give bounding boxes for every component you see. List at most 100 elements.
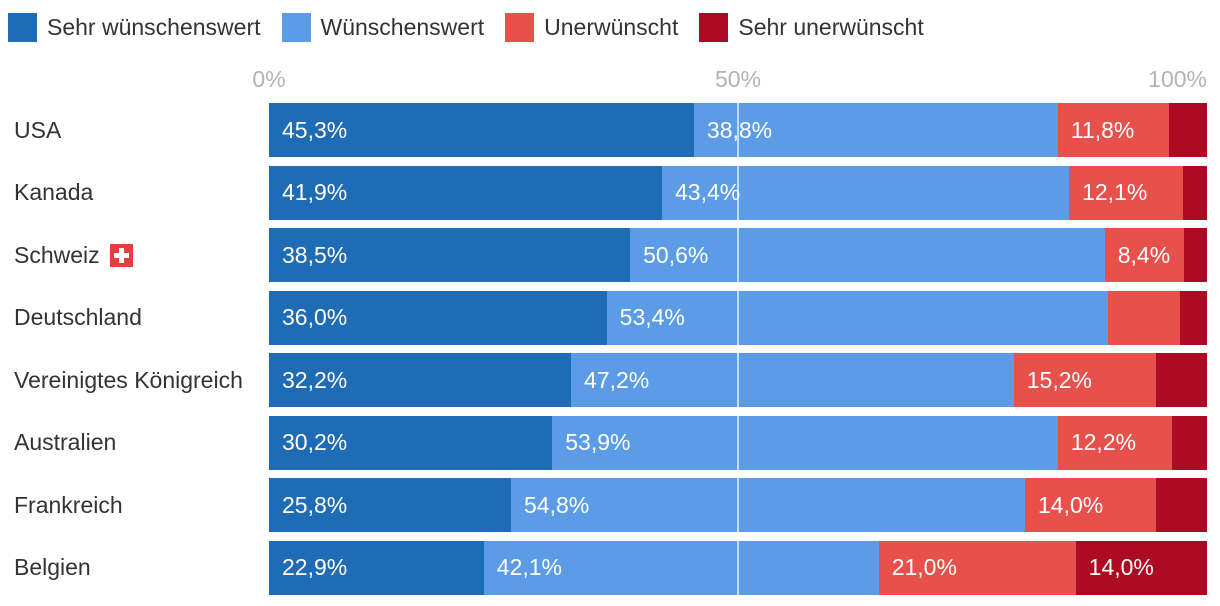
bar-segment: 47,2% — [571, 353, 1014, 408]
legend-item-label: Sehr unerwünscht — [738, 14, 924, 40]
bar-value-label: 38,8% — [706, 116, 773, 143]
bar-value-label: 45,3% — [282, 116, 348, 143]
bar-segment: 25,8% — [269, 478, 511, 533]
chart-rows: USA 45,3% 38,8% 11,8% Kanada 41,9% 43,4% 12,1% S… — [0, 99, 1220, 599]
row-bars: 36,0% 53,4% — [269, 290, 1207, 345]
bar-value-label: 12,1% — [1082, 179, 1148, 206]
bar-segment: 42,1% — [483, 540, 879, 595]
bar-value-label: 22,9% — [282, 554, 348, 581]
bar-segment: 15,2% — [1013, 353, 1157, 408]
row-label: Vereinigtes Königreich — [0, 367, 269, 394]
bar-value-label: 38,5% — [282, 241, 348, 268]
legend-swatch-icon — [281, 13, 311, 42]
legend-item-1: Sehr wünschenswert — [8, 13, 261, 42]
chart-row-3: Schweiz 38,5% 50,6% 8,4% — [0, 224, 1207, 287]
chart-row-8: Belgien 22,9% 42,1% 21,0% 14,0% — [0, 537, 1207, 600]
bar-segment — [1182, 165, 1207, 220]
x-axis-tick-0: 0% — [252, 66, 286, 92]
legend-item-label: Wünschenswert — [320, 14, 485, 40]
bar-value-label: 42,1% — [496, 554, 563, 581]
bar-segment: 41,9% — [269, 165, 663, 220]
row-label-text: Kanada — [14, 179, 94, 206]
row-label-text: USA — [14, 116, 62, 143]
row-label: Frankreich — [0, 492, 269, 519]
row-label: Australien — [0, 429, 269, 456]
bar-segment: 43,4% — [662, 165, 1070, 220]
bar-segment — [1183, 228, 1207, 283]
chart-row-4: Deutschland 36,0% 53,4% — [0, 287, 1207, 350]
bar-segment: 38,8% — [693, 103, 1058, 158]
bar-segment: 8,4% — [1104, 228, 1184, 283]
chart-row-1: USA 45,3% 38,8% 11,8% — [0, 99, 1207, 162]
row-label-text: Frankreich — [14, 491, 123, 518]
bar-value-label: 41,9% — [282, 179, 348, 206]
bar-segment — [1156, 353, 1207, 408]
bar-value-label: 25,8% — [282, 491, 348, 518]
row-label-text: Australien — [14, 429, 117, 456]
legend-swatch-icon — [505, 13, 535, 42]
bar-value-label: 21,0% — [891, 554, 957, 581]
bar-value-label: 54,8% — [524, 491, 590, 518]
bar-segment: 14,0% — [1075, 540, 1207, 595]
chart-row-6: Australien 30,2% 53,9% 12,2% — [0, 412, 1207, 475]
bar-segment: 45,3% — [269, 103, 694, 158]
legend-item-3: Unerwünscht — [505, 13, 678, 42]
row-bars: 45,3% 38,8% 11,8% — [269, 103, 1207, 158]
legend-item-4: Sehr unerwünscht — [699, 13, 924, 42]
bar-value-label: 15,2% — [1026, 366, 1092, 393]
bar-segment: 32,2% — [269, 353, 572, 408]
bar-segment: 30,2% — [269, 415, 553, 470]
legend: Sehr wünschenswert Wünschenswert Unerwünsc… — [8, 13, 924, 42]
chart-row-5: Vereinigtes Königreich 32,2% 47,2% 15,2% — [0, 349, 1207, 412]
legend-swatch-icon — [8, 13, 37, 42]
bar-value-label: 43,4% — [675, 179, 741, 206]
row-bars: 22,9% 42,1% 21,0% 14,0% — [269, 540, 1207, 595]
row-label: Belgien — [0, 554, 269, 581]
bar-segment — [1179, 290, 1207, 345]
bar-segment: 21,0% — [878, 540, 1076, 595]
bar-segment — [1172, 415, 1207, 470]
bar-value-label: 11,8% — [1070, 116, 1135, 143]
row-label: Kanada — [0, 179, 269, 206]
x-axis: 0% 50% 100% — [252, 66, 1207, 94]
row-bars: 41,9% 43,4% 12,1% — [269, 165, 1207, 220]
legend-item-2: Wünschenswert — [281, 13, 485, 42]
bar-value-label: 53,9% — [565, 429, 631, 456]
bar-segment: 54,8% — [511, 478, 1026, 533]
chart-row-2: Kanada 41,9% 43,4% 12,1% — [0, 162, 1207, 225]
row-label-text: Deutschland — [14, 304, 142, 331]
bar-value-label: 14,0% — [1088, 554, 1154, 581]
chart-row-7: Frankreich 25,8% 54,8% 14,0% — [0, 474, 1207, 537]
bar-value-label: 8,4% — [1117, 241, 1171, 268]
legend-item-label: Sehr wünschenswert — [47, 14, 261, 40]
flag-cross — [118, 247, 124, 263]
bar-value-label: 50,6% — [643, 241, 709, 268]
bar-value-label: 12,2% — [1070, 429, 1137, 456]
bar-value-label: 30,2% — [282, 429, 348, 456]
row-bars: 32,2% 47,2% 15,2% — [269, 353, 1207, 408]
gridline-50-percent — [737, 103, 739, 595]
bar-segment: 11,8% — [1057, 103, 1169, 158]
bar-segment: 38,5% — [269, 228, 631, 283]
bar-value-label: 36,0% — [282, 304, 348, 331]
bar-segment — [1168, 103, 1207, 158]
x-axis-tick-50: 50% — [714, 66, 762, 92]
bar-segment: 50,6% — [630, 228, 1105, 283]
bar-value-label: 32,2% — [282, 366, 348, 393]
row-label-text: Vereinigtes Königreich — [14, 366, 243, 393]
row-bars: 30,2% 53,9% 12,2% — [269, 415, 1207, 470]
bar-value-label: 53,4% — [619, 304, 685, 331]
bar-segment — [1156, 478, 1207, 533]
row-bars: 25,8% 54,8% 14,0% — [269, 478, 1207, 533]
row-bars: 38,5% 50,6% 8,4% — [269, 228, 1207, 283]
legend-item-label: Unerwünscht — [544, 14, 679, 40]
bar-value-label: 47,2% — [584, 366, 650, 393]
row-label: USA — [0, 117, 269, 144]
bar-value-label: 14,0% — [1038, 491, 1104, 518]
swiss-flag-icon — [109, 243, 133, 267]
row-label: Deutschland — [0, 304, 269, 331]
legend-swatch-icon — [699, 13, 729, 42]
bar-segment: 36,0% — [269, 290, 607, 345]
row-label: Schweiz — [0, 242, 269, 269]
bar-segment: 14,0% — [1025, 478, 1157, 533]
